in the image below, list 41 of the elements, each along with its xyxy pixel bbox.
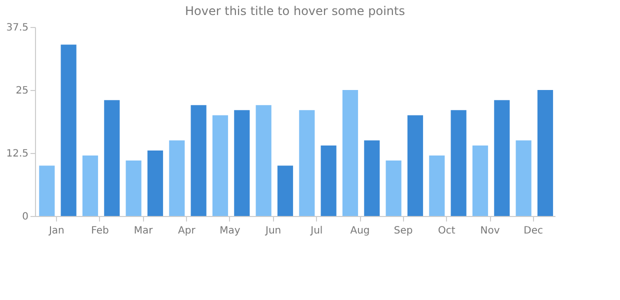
- bar: [104, 100, 120, 216]
- bar: [190, 105, 206, 216]
- bar: [537, 90, 554, 216]
- x-tick-label: Apr: [178, 226, 196, 236]
- bar: [494, 100, 510, 216]
- bar: [256, 105, 272, 216]
- bar: [386, 160, 402, 216]
- y-tick-label: 25: [16, 86, 28, 96]
- x-tick-label: Feb: [91, 226, 109, 236]
- chart-title: Hover this title to hover some points: [185, 4, 405, 18]
- x-tick-label: Jan: [48, 226, 64, 236]
- bar: [407, 115, 424, 216]
- x-tick-label: Jul: [310, 226, 323, 236]
- x-tick-label: Aug: [350, 226, 370, 236]
- bar: [364, 140, 380, 216]
- x-tick-label: Dec: [524, 226, 544, 236]
- bar: [82, 156, 98, 216]
- y-tick-label: 12.5: [6, 148, 28, 160]
- bar: [472, 145, 488, 216]
- bar: [320, 145, 336, 216]
- x-tick-label: May: [220, 226, 240, 236]
- bar: [212, 115, 228, 216]
- bar: [450, 110, 466, 216]
- bar: [234, 110, 250, 216]
- bar: [126, 160, 142, 216]
- x-tick-label: Jun: [264, 226, 282, 236]
- x-tick-label: Mar: [134, 226, 154, 236]
- bar: [342, 90, 358, 216]
- x-tick-label: Sep: [394, 226, 413, 236]
- bar: [60, 44, 76, 216]
- bar: [169, 140, 185, 216]
- y-tick-label: 0: [22, 212, 28, 222]
- bar: [429, 156, 445, 216]
- x-tick-label: Oct: [438, 226, 456, 236]
- bar: [39, 166, 55, 216]
- bar: [299, 110, 315, 216]
- bar: [277, 166, 294, 216]
- bar: [147, 150, 164, 216]
- y-tick-label: 37.5: [6, 22, 28, 34]
- x-tick-label: Nov: [480, 226, 500, 236]
- bar: [516, 140, 532, 216]
